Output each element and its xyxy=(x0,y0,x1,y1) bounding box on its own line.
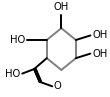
Text: OH: OH xyxy=(92,49,107,59)
Text: HO: HO xyxy=(10,35,25,45)
Text: O: O xyxy=(53,81,61,91)
Text: OH: OH xyxy=(54,2,69,12)
Text: HO: HO xyxy=(5,69,20,79)
Text: OH: OH xyxy=(92,30,107,40)
